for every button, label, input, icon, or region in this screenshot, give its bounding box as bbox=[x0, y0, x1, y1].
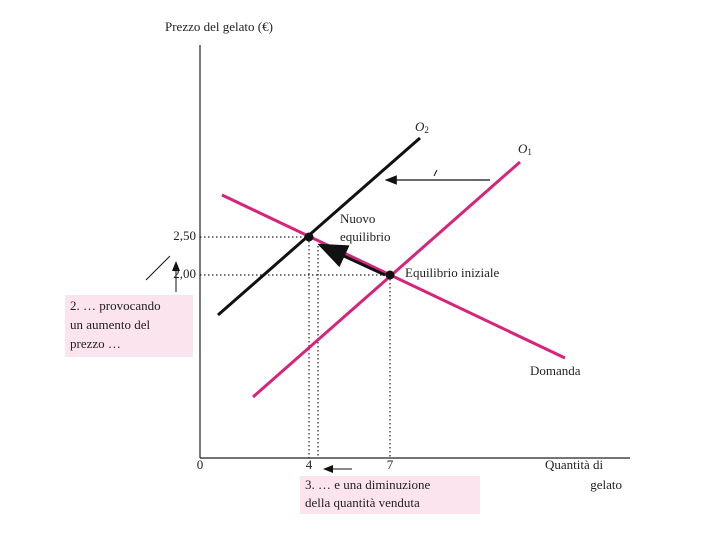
initial-equilibrium bbox=[385, 270, 395, 280]
point-label: equilibrio bbox=[340, 229, 391, 244]
y-tick-label: 2,00 bbox=[173, 266, 196, 281]
x-tick-label: 4 bbox=[306, 457, 313, 472]
note-text: 3. … e una diminuzione bbox=[305, 477, 431, 492]
x-axis-title: Quantità di bbox=[545, 457, 604, 472]
x-axis-title: gelato bbox=[590, 477, 622, 492]
x-tick-label: 7 bbox=[387, 457, 394, 472]
curve-label: Domanda bbox=[530, 363, 581, 378]
note-text: 2. … provocando bbox=[70, 298, 161, 313]
y-axis-title: Prezzo del gelato (€) bbox=[165, 19, 273, 34]
y-tick-label: 2,50 bbox=[173, 228, 196, 243]
note-arrow-tail bbox=[145, 255, 171, 281]
move-arrow bbox=[317, 243, 386, 277]
new-equilibrium bbox=[304, 232, 314, 242]
note-box bbox=[300, 476, 480, 514]
note-box bbox=[65, 295, 193, 357]
point-label: Equilibrio iniziale bbox=[405, 265, 499, 280]
note-text: prezzo … bbox=[70, 336, 121, 351]
supply-curve-new bbox=[217, 136, 421, 317]
curve-label: O2 bbox=[415, 119, 429, 135]
point-label: Nuovo bbox=[340, 211, 375, 226]
shift-mark bbox=[433, 169, 438, 177]
note-text: un aumento del bbox=[70, 317, 151, 332]
curve-label: O1 bbox=[518, 141, 532, 157]
guide-lines bbox=[200, 236, 391, 458]
x-tick-label: 0 bbox=[197, 457, 204, 472]
supply-curve-old bbox=[252, 160, 521, 399]
note-text: della quantità venduta bbox=[305, 495, 420, 510]
